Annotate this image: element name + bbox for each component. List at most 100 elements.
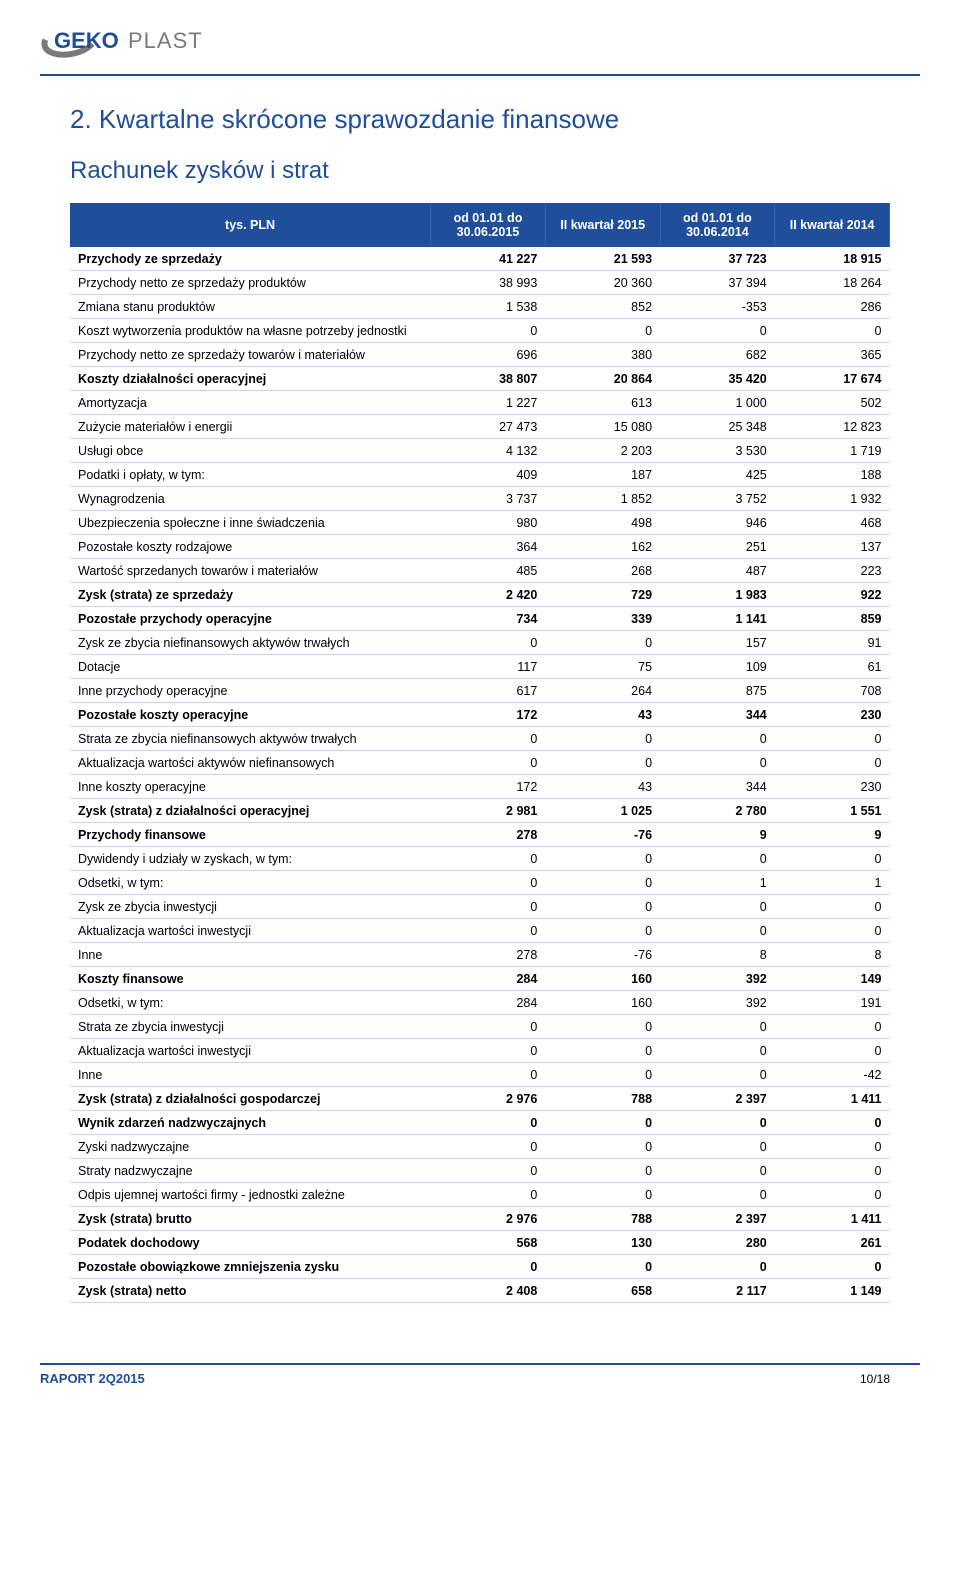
section-number: 2. [70,104,92,134]
row-value: 2 981 [431,799,546,823]
row-value: 261 [775,1231,890,1255]
row-value: 0 [431,895,546,919]
row-label: Amortyzacja [70,391,431,415]
row-value: 162 [545,535,660,559]
row-label: Podatek dochodowy [70,1231,431,1255]
row-value: 392 [660,967,775,991]
row-value: 3 530 [660,439,775,463]
row-value: 0 [660,919,775,943]
row-value: 0 [545,1063,660,1087]
row-value: 188 [775,463,890,487]
row-value: 0 [431,631,546,655]
table-row: Pozostałe koszty operacyjne17243344230 [70,703,890,727]
row-value: 1 000 [660,391,775,415]
col-header-3: od 01.01 do 30.06.2014 [660,203,775,247]
row-value: 734 [431,607,546,631]
table-row: Przychody ze sprzedaży41 22721 59337 723… [70,247,890,271]
row-label: Strata ze zbycia niefinansowych aktywów … [70,727,431,751]
row-value: 2 976 [431,1207,546,1231]
row-value: 91 [775,631,890,655]
row-value: 0 [431,1015,546,1039]
row-value: 696 [431,343,546,367]
row-value: 3 737 [431,487,546,511]
row-value: 12 823 [775,415,890,439]
row-value: 498 [545,511,660,535]
row-value: 2 397 [660,1207,775,1231]
row-value: 286 [775,295,890,319]
row-label: Strata ze zbycia inwestycji [70,1015,431,1039]
row-value: 922 [775,583,890,607]
row-value: 0 [775,1015,890,1039]
row-value: 468 [775,511,890,535]
row-label: Pozostałe obowiązkowe zmniejszenia zysku [70,1255,431,1279]
table-row: Zysk (strata) netto2 4086582 1171 149 [70,1279,890,1303]
row-label: Inne [70,943,431,967]
row-value: 20 864 [545,367,660,391]
row-value: 8 [660,943,775,967]
row-label: Zużycie materiałów i energii [70,415,431,439]
row-value: 157 [660,631,775,655]
row-value: 946 [660,511,775,535]
row-value: 0 [660,1159,775,1183]
table-row: Koszty działalności operacyjnej38 80720 … [70,367,890,391]
row-value: 568 [431,1231,546,1255]
section-title: 2. Kwartalne skrócone sprawozdanie finan… [70,104,890,135]
row-value: 0 [775,1135,890,1159]
row-value: 264 [545,679,660,703]
table-row: Aktualizacja wartości inwestycji0000 [70,919,890,943]
row-value: 0 [545,847,660,871]
row-value: 0 [431,319,546,343]
row-value: 365 [775,343,890,367]
row-label: Dotacje [70,655,431,679]
row-value: 284 [431,991,546,1015]
row-value: 1 227 [431,391,546,415]
table-row: Przychody finansowe278-7699 [70,823,890,847]
row-value: 1 538 [431,295,546,319]
row-value: 0 [660,1039,775,1063]
row-value: 1 983 [660,583,775,607]
table-body: Przychody ze sprzedaży41 22721 59337 723… [70,247,890,1303]
row-value: 0 [545,727,660,751]
row-value: 682 [660,343,775,367]
row-value: 37 394 [660,271,775,295]
row-value: 0 [431,1063,546,1087]
table-row: Ubezpieczenia społeczne i inne świadczen… [70,511,890,535]
row-value: 409 [431,463,546,487]
row-value: 0 [545,919,660,943]
table-row: Wartość sprzedanych towarów i materiałów… [70,559,890,583]
row-value: 0 [431,1111,546,1135]
row-value: 0 [660,319,775,343]
row-label: Wynik zdarzeń nadzwyczajnych [70,1111,431,1135]
row-value: -42 [775,1063,890,1087]
row-value: 0 [775,751,890,775]
row-value: 9 [775,823,890,847]
table-row: Zysk (strata) ze sprzedaży2 4207291 9839… [70,583,890,607]
row-label: Dywidendy i udziały w zyskach, w tym: [70,847,431,871]
table-row: Zysk ze zbycia inwestycji0000 [70,895,890,919]
table-row: Zmiana stanu produktów1 538852-353286 [70,295,890,319]
row-value: 859 [775,607,890,631]
table-row: Inne000-42 [70,1063,890,1087]
row-value: 1 411 [775,1207,890,1231]
row-value: 21 593 [545,247,660,271]
row-value: -353 [660,295,775,319]
row-label: Zysk (strata) netto [70,1279,431,1303]
row-value: 0 [660,1135,775,1159]
row-value: 980 [431,511,546,535]
row-value: 1 141 [660,607,775,631]
row-value: 0 [660,1015,775,1039]
table-row: Aktualizacja wartości aktywów niefinanso… [70,751,890,775]
table-row: Odsetki, w tym:0011 [70,871,890,895]
page-number: 10/18 [860,1372,890,1386]
table-row: Koszt wytworzenia produktów na własne po… [70,319,890,343]
row-value: 0 [545,895,660,919]
row-value: 2 117 [660,1279,775,1303]
row-value: -76 [545,943,660,967]
row-value: 2 780 [660,799,775,823]
row-label: Straty nadzwyczajne [70,1159,431,1183]
row-value: 0 [431,1159,546,1183]
row-value: 191 [775,991,890,1015]
report-label: RAPORT 2Q2015 [40,1371,145,1386]
row-value: 425 [660,463,775,487]
row-value: 0 [660,1255,775,1279]
